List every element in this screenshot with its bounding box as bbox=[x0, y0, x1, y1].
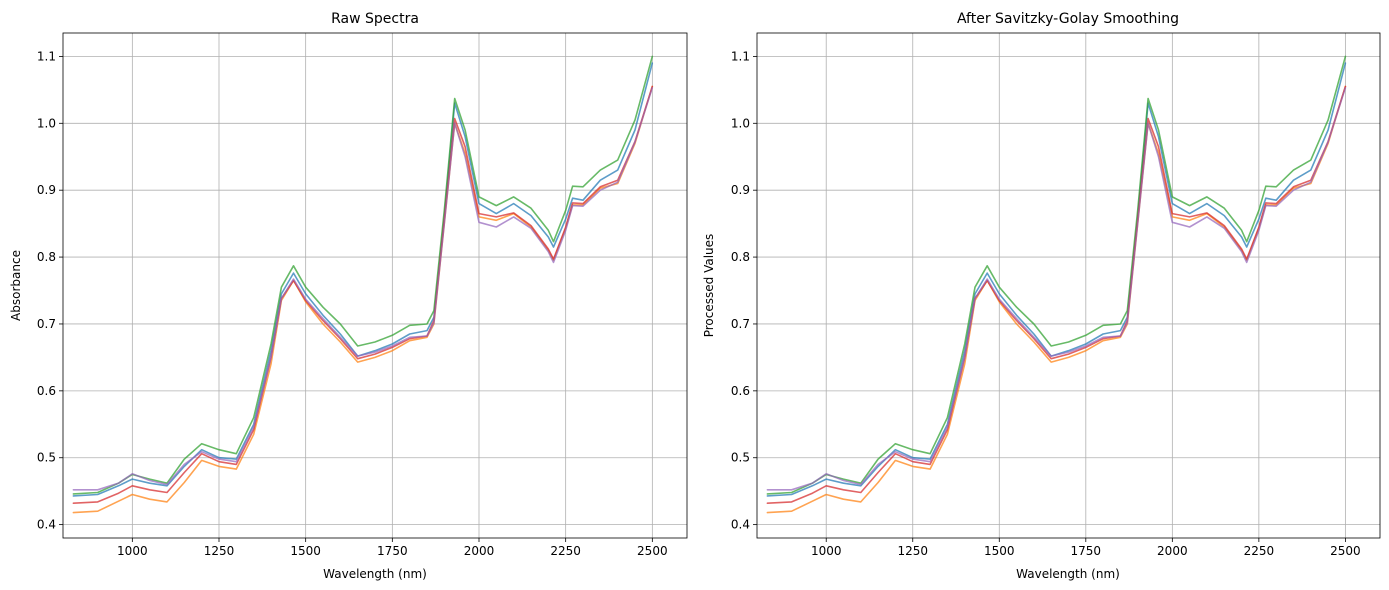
y-tick-label: 1.1 bbox=[731, 49, 750, 63]
y-tick-label: 0.8 bbox=[37, 250, 56, 264]
x-tick-label: 1500 bbox=[984, 544, 1015, 558]
x-tick-label: 1750 bbox=[1071, 544, 1102, 558]
x-tick-label: 1750 bbox=[377, 544, 408, 558]
x-tick-label: 2250 bbox=[550, 544, 581, 558]
series-line-3 bbox=[72, 55, 654, 495]
plot-frame bbox=[62, 32, 688, 539]
y-tick-label: 0.9 bbox=[37, 183, 56, 197]
plot-frame bbox=[756, 32, 1381, 539]
series-line-4 bbox=[72, 85, 654, 505]
y-tick-label: 0.8 bbox=[731, 250, 750, 264]
x-tick-label: 1000 bbox=[811, 544, 842, 558]
y-tick-label: 1.1 bbox=[37, 49, 56, 63]
y-tick-label: 0.5 bbox=[37, 451, 56, 465]
y-axis-label: Absorbance bbox=[9, 250, 23, 321]
series-group bbox=[72, 55, 654, 514]
series-line-5 bbox=[72, 87, 654, 491]
y-tick-label: 0.6 bbox=[731, 384, 750, 398]
raw-spectra-panel: Raw Spectra Wavelength (nm) Absorbance 1… bbox=[9, 11, 688, 581]
grid bbox=[757, 33, 1380, 538]
y-tick-label: 0.5 bbox=[731, 451, 750, 465]
x-tick-label: 2000 bbox=[464, 544, 495, 558]
x-tick-label: 1000 bbox=[117, 544, 148, 558]
x-tick-label: 1250 bbox=[204, 544, 235, 558]
y-tick-label: 0.9 bbox=[731, 183, 750, 197]
x-tick-label: 1250 bbox=[897, 544, 928, 558]
series-line-4 bbox=[766, 85, 1347, 505]
x-tick-label: 2000 bbox=[1157, 544, 1188, 558]
y-tick-label: 0.6 bbox=[37, 384, 56, 398]
x-axis-label: Wavelength (nm) bbox=[323, 567, 427, 581]
y-tick-label: 0.4 bbox=[731, 518, 750, 532]
y-tick-label: 0.7 bbox=[731, 317, 750, 331]
x-tick-label: 2250 bbox=[1244, 544, 1275, 558]
series-line-3 bbox=[766, 55, 1347, 495]
smoothed-spectra-panel: After Savitzky-Golay Smoothing Wavelengt… bbox=[702, 11, 1381, 581]
y-tick-label: 1.0 bbox=[37, 116, 56, 130]
y-tick-label: 0.4 bbox=[37, 518, 56, 532]
series-group bbox=[766, 55, 1347, 514]
x-axis-label: Wavelength (nm) bbox=[1016, 567, 1120, 581]
chart-title: After Savitzky-Golay Smoothing bbox=[957, 11, 1179, 27]
x-tick-label: 2500 bbox=[637, 544, 668, 558]
chart-title: Raw Spectra bbox=[331, 11, 419, 27]
x-tick-label: 2500 bbox=[1330, 544, 1361, 558]
grid bbox=[63, 33, 687, 538]
ticks: 1000 1250 1500 1750 2000 2250 2500 0.4 0.5 0.6 0.7… bbox=[731, 49, 1361, 558]
x-tick-label: 1500 bbox=[290, 544, 321, 558]
y-tick-label: 1.0 bbox=[731, 116, 750, 130]
series-line-5 bbox=[766, 87, 1347, 491]
y-tick-label: 0.7 bbox=[37, 317, 56, 331]
y-axis-label: Processed Values bbox=[702, 234, 716, 338]
ticks: 1000 1250 1500 1750 2000 2250 2500 0.4 0.5 0.6 0.7… bbox=[37, 49, 668, 558]
